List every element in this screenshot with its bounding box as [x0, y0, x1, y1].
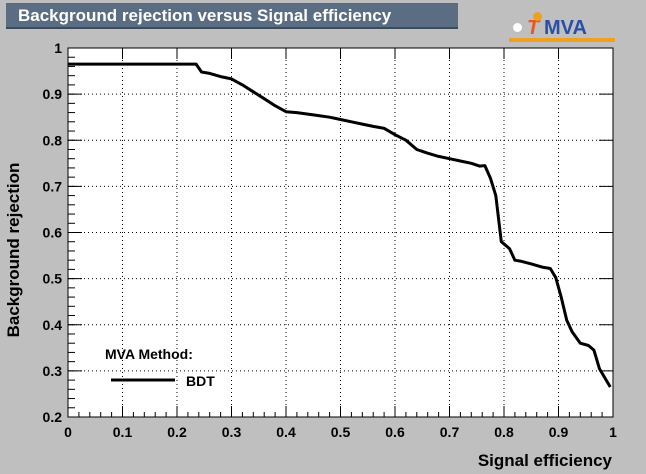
x-tick-label: 0.1	[113, 424, 133, 440]
axis-ticks: 0 0.1 0.2 0.3 0.4 0.5 0.6 0.7 0.8 0.9 1 0.2 0.3 0.4 0.…	[43, 40, 618, 440]
x-tick-label: 0.5	[331, 424, 351, 440]
y-tick-label: 0.7	[43, 178, 63, 194]
x-tick-label: 0.7	[440, 424, 460, 440]
logo-bar	[509, 38, 615, 42]
grid	[68, 48, 613, 417]
chart-title: Background rejection versus Signal effic…	[6, 3, 458, 29]
x-axis-label: Signal efficiency	[478, 451, 613, 470]
y-tick-label: 0.6	[43, 225, 63, 241]
series-layer	[68, 62, 612, 388]
y-tick-label: 0.5	[43, 271, 63, 287]
legend-entry-bdt: BDT	[186, 373, 215, 389]
y-tick-label: 0.9	[43, 86, 63, 102]
legend-header: MVA Method:	[105, 346, 193, 362]
logo-mva: MVA	[544, 17, 587, 39]
x-tick-label: 0.4	[276, 424, 296, 440]
y-axis-label: Background rejection	[4, 163, 23, 338]
y-tick-label: 0.3	[43, 363, 63, 379]
x-tick-label: 0.3	[222, 424, 242, 440]
x-tick-label: 1	[609, 424, 617, 440]
y-tick-label: 1	[54, 40, 62, 56]
series-line-bdt	[68, 62, 612, 388]
y-tick-label: 0.4	[43, 317, 63, 333]
legend: MVA Method: BDT	[105, 346, 215, 389]
x-tick-label: 0.8	[494, 424, 514, 440]
y-tick-label: 0.8	[43, 132, 63, 148]
x-tick-label: 0.9	[549, 424, 569, 440]
y-tick-label: 0.2	[43, 409, 63, 425]
x-tick-label: 0	[64, 424, 72, 440]
logo-t: T	[527, 17, 540, 39]
x-tick-label: 0.2	[167, 424, 187, 440]
tmva-logo: T MVA	[509, 12, 615, 42]
x-tick-label: 0.6	[385, 424, 405, 440]
